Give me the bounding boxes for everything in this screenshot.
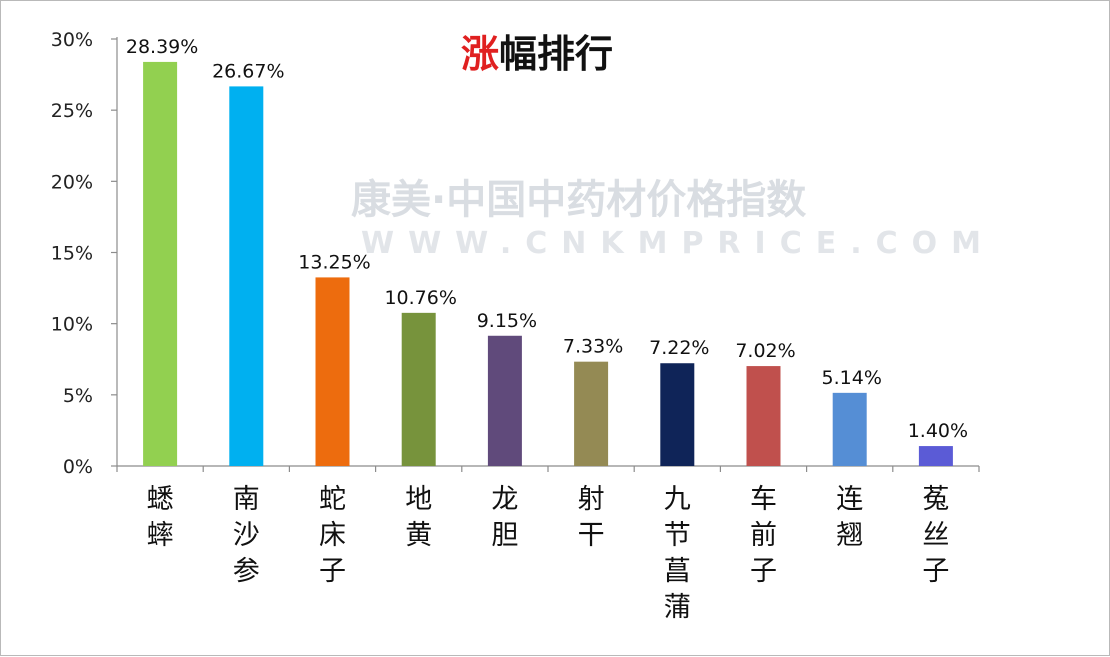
bar: [143, 61, 178, 466]
watermark: 康美·中国中药材价格指数 WWW.CNKMPRICE.COM: [351, 177, 995, 261]
bar: [229, 86, 264, 466]
data-label: 26.67%: [212, 60, 284, 82]
category-label: 龙胆: [491, 484, 518, 551]
category-label: 蟋蟀: [147, 484, 174, 551]
category-label: 蛇床子: [319, 484, 346, 587]
bar: [660, 363, 695, 466]
bar: [574, 361, 609, 466]
category-label: 地黄: [405, 484, 432, 551]
y-tick-label: 10%: [51, 314, 93, 336]
y-tick-label: 30%: [51, 29, 93, 51]
bar: [401, 312, 436, 466]
data-label: 10.76%: [384, 287, 456, 309]
data-label: 1.40%: [908, 420, 968, 442]
watermark-line1: 康美·中国中药材价格指数: [351, 177, 806, 223]
bar: [746, 366, 781, 466]
data-labels: 28.39% 26.67% 13.25% 10.76% 9.15% 7.33% 7.22% 7…: [126, 36, 968, 442]
data-label: 7.02%: [735, 340, 795, 362]
category-label: 连翘: [836, 484, 863, 551]
data-label: 5.14%: [822, 367, 882, 389]
watermark-line2: WWW.CNKMPRICE.COM: [361, 226, 995, 261]
y-tick-label: 0%: [63, 456, 93, 478]
title-rest: 幅排行: [499, 32, 613, 76]
data-label: 9.15%: [477, 310, 537, 332]
data-label: 28.39%: [126, 36, 198, 58]
category-label: 南沙参: [233, 484, 260, 587]
bar: [918, 446, 953, 466]
category-label: 菟丝子: [922, 484, 949, 587]
bar: [315, 277, 350, 466]
y-tick-label: 5%: [63, 385, 93, 407]
y-tick-label: 20%: [51, 171, 93, 193]
chart-title: 涨幅排行: [461, 32, 613, 76]
category-label: 车前子: [750, 484, 777, 587]
data-label: 7.33%: [563, 336, 623, 358]
category-label: 射干: [578, 484, 605, 551]
bar: [832, 392, 867, 466]
bar: [487, 335, 522, 466]
y-tick-label: 25%: [51, 100, 93, 122]
category-label: 九节菖蒲: [664, 484, 691, 623]
data-label: 7.22%: [649, 337, 709, 359]
bars: [143, 61, 953, 466]
y-tick-label: 15%: [51, 243, 93, 265]
data-label: 13.25%: [298, 251, 370, 273]
title-accent-char: 涨: [461, 32, 499, 76]
